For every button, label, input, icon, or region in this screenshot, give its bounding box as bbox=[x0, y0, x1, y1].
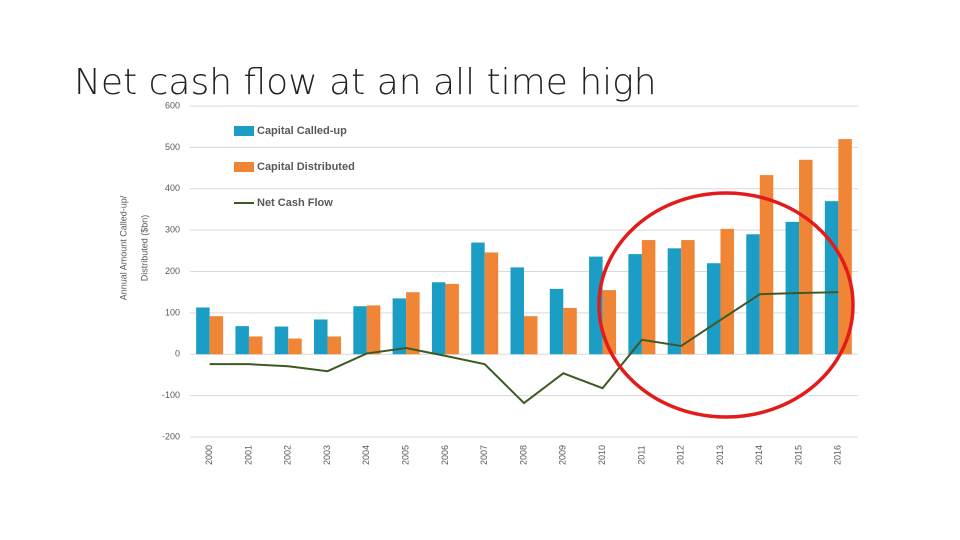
x-tick-label: 2001 bbox=[243, 445, 253, 465]
x-tick-label: 2008 bbox=[518, 445, 528, 465]
x-tick-label: 2012 bbox=[676, 445, 686, 465]
y-tick-label: 0 bbox=[175, 349, 180, 359]
x-tick-label: 2009 bbox=[558, 445, 568, 465]
bar bbox=[274, 326, 289, 355]
x-tick-label: 2016 bbox=[833, 445, 843, 465]
x-tick-label: 2013 bbox=[715, 445, 725, 465]
bar bbox=[563, 307, 577, 355]
x-tick-label: 2010 bbox=[597, 445, 607, 465]
bar bbox=[353, 306, 367, 355]
bar bbox=[510, 267, 524, 355]
bar bbox=[366, 305, 381, 355]
bar bbox=[327, 336, 342, 355]
legend-label: Net Cash Flow bbox=[257, 197, 333, 209]
line-series bbox=[209, 291, 839, 405]
bar bbox=[209, 316, 224, 355]
bar bbox=[431, 282, 446, 355]
y-tick-label: -100 bbox=[162, 390, 180, 400]
bar bbox=[549, 288, 564, 355]
x-tick-label: 2000 bbox=[204, 445, 214, 465]
y-tick-label: 100 bbox=[165, 307, 180, 317]
bar bbox=[746, 234, 760, 355]
bar bbox=[288, 338, 302, 355]
legend-swatch bbox=[234, 162, 254, 172]
bar bbox=[471, 242, 485, 355]
bar bbox=[589, 256, 603, 355]
bar bbox=[785, 221, 800, 355]
x-tick-label: 2007 bbox=[479, 445, 489, 465]
x-tick-label: 2014 bbox=[754, 445, 764, 465]
bar bbox=[314, 319, 328, 355]
bar bbox=[392, 298, 407, 355]
y-tick-label: 200 bbox=[165, 266, 180, 276]
bar bbox=[641, 240, 656, 355]
bar bbox=[824, 201, 839, 355]
highlight-ellipse bbox=[597, 191, 855, 419]
bar bbox=[248, 336, 263, 355]
bar bbox=[628, 254, 642, 355]
y-tick-label: 500 bbox=[165, 142, 180, 152]
y-tick-label: 400 bbox=[165, 183, 180, 193]
bar bbox=[235, 326, 249, 355]
bar bbox=[681, 240, 695, 355]
x-tick-label: 2011 bbox=[636, 445, 646, 464]
bar bbox=[524, 316, 538, 355]
y-axis-label: Annual Amount Called-up/ bbox=[118, 195, 128, 300]
bar bbox=[406, 292, 420, 355]
bar bbox=[706, 263, 721, 355]
bar bbox=[445, 283, 459, 355]
x-tick-label: 2005 bbox=[400, 445, 410, 465]
x-tick-label: 2002 bbox=[283, 445, 293, 465]
bar bbox=[667, 248, 682, 355]
y-axis-label: Distributed ($bn) bbox=[139, 215, 149, 282]
bar bbox=[484, 252, 499, 355]
legend-label: Capital Called-up bbox=[257, 125, 347, 137]
y-tick-label: 600 bbox=[165, 100, 180, 110]
x-tick-label: 2006 bbox=[440, 445, 450, 465]
y-tick-label: -200 bbox=[162, 431, 180, 441]
bar bbox=[799, 159, 813, 355]
x-tick-label: 2003 bbox=[322, 445, 332, 465]
bar bbox=[602, 290, 617, 355]
x-tick-label: 2004 bbox=[361, 445, 371, 465]
slide-title: Net cash flow at an all time high bbox=[74, 62, 657, 103]
bar bbox=[720, 228, 734, 355]
legend-swatch bbox=[234, 126, 254, 136]
legend-label: Capital Distributed bbox=[257, 161, 355, 173]
x-tick-label: 2015 bbox=[793, 445, 803, 465]
bar bbox=[838, 139, 852, 355]
y-tick-label: 300 bbox=[165, 225, 180, 235]
bar bbox=[759, 175, 774, 355]
bar bbox=[196, 307, 210, 355]
